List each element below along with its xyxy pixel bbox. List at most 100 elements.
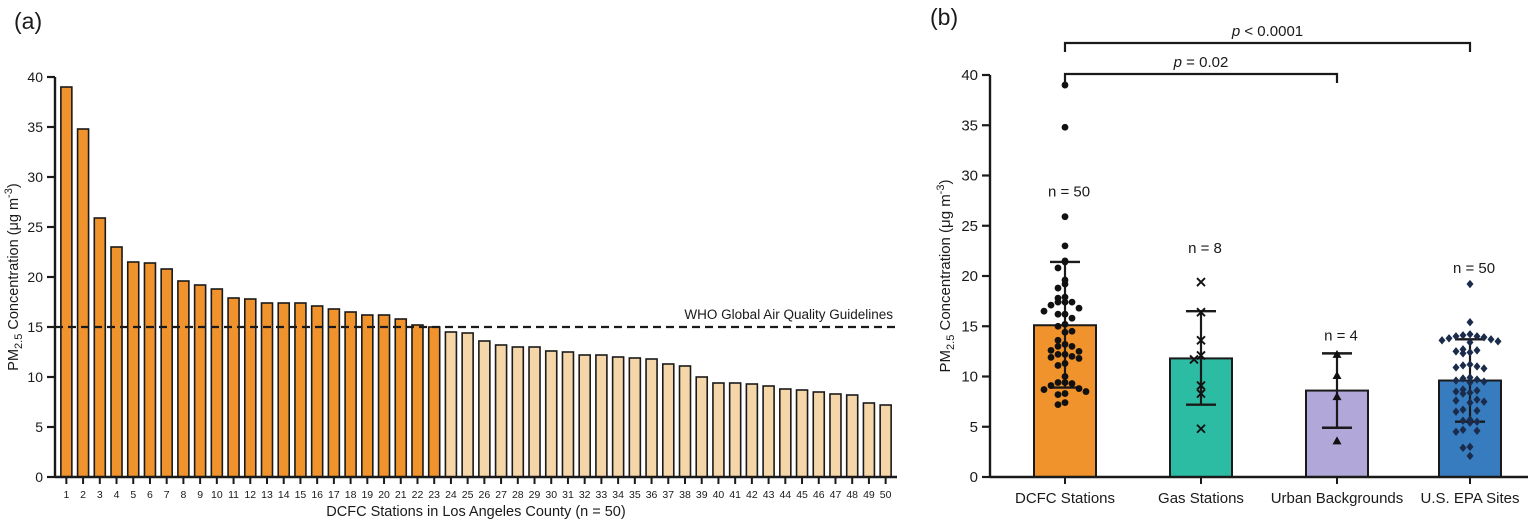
scatter-point-diamond bbox=[1480, 377, 1488, 386]
scatter-point-circle bbox=[1047, 301, 1055, 309]
scatter-point-circle bbox=[1054, 310, 1062, 318]
x-tick-label: 48 bbox=[846, 489, 858, 501]
y-tick-label: 10 bbox=[961, 369, 978, 386]
y-tick-label: 20 bbox=[27, 269, 43, 285]
scatter-point-circle bbox=[1061, 373, 1069, 380]
scatter-point-diamond bbox=[1466, 279, 1474, 289]
bar bbox=[829, 393, 842, 478]
significance-bracket bbox=[1063, 72, 1339, 83]
scatter-point-circle bbox=[1068, 353, 1076, 360]
y-tick-label: 20 bbox=[961, 268, 978, 285]
scatter-point-circle bbox=[1061, 310, 1069, 318]
scatter-point-diamond bbox=[1466, 360, 1474, 369]
bar bbox=[294, 302, 307, 478]
scatter-point-diamond bbox=[1466, 330, 1474, 339]
scatter-point-circle bbox=[1061, 390, 1069, 397]
scatter-point-x bbox=[1196, 335, 1206, 345]
scatter-point-x bbox=[1196, 380, 1206, 391]
scatter-point-circle bbox=[1054, 264, 1062, 272]
y-axis-label: PM2.5 Concentration (μg m-3) bbox=[935, 180, 957, 373]
x-tick-label: 18 bbox=[345, 489, 357, 501]
scatter-point-triangle bbox=[1332, 392, 1342, 401]
scatter-point-diamond bbox=[1452, 427, 1460, 436]
scatter-point-circle bbox=[1054, 350, 1062, 358]
scatter-point-circle bbox=[1061, 81, 1069, 89]
scatter-point-diamond bbox=[1466, 415, 1474, 424]
bar bbox=[377, 314, 391, 478]
bar bbox=[578, 354, 591, 478]
y-tick-label: 40 bbox=[27, 69, 43, 85]
scatter-point-circle bbox=[1054, 284, 1062, 292]
bar bbox=[227, 297, 240, 478]
scatter-point-diamond bbox=[1459, 443, 1467, 453]
bar bbox=[661, 363, 675, 478]
y-tick-label: 40 bbox=[961, 67, 978, 84]
bar bbox=[628, 357, 642, 478]
bar bbox=[511, 346, 525, 478]
significance-bracket bbox=[1063, 41, 1472, 52]
x-tick-label: 16 bbox=[311, 489, 323, 501]
scatter-point-circle bbox=[1054, 401, 1062, 409]
bar bbox=[427, 326, 441, 478]
scatter-point-diamond bbox=[1466, 398, 1474, 407]
scatter-point-circle bbox=[1075, 355, 1083, 362]
bar bbox=[812, 391, 826, 478]
scatter-point-x bbox=[1196, 307, 1206, 317]
x-tick-label: 47 bbox=[830, 489, 842, 501]
scatter-point-diamond bbox=[1452, 363, 1460, 372]
x-tick-label: 11 bbox=[228, 489, 239, 501]
scatter-point-circle bbox=[1047, 382, 1055, 389]
scatter-point-diamond bbox=[1466, 378, 1474, 387]
x-tick-label: 39 bbox=[696, 489, 708, 501]
bar bbox=[494, 344, 508, 478]
scatter-point-diamond bbox=[1459, 331, 1467, 340]
x-tick-label: 17 bbox=[328, 489, 340, 501]
scatter-point-circle bbox=[1040, 307, 1048, 315]
bar bbox=[411, 324, 424, 478]
bar bbox=[862, 402, 876, 478]
scatter-point-triangle bbox=[1332, 436, 1342, 445]
scatter-point-circle bbox=[1061, 379, 1069, 386]
x-tick-label: 35 bbox=[629, 489, 641, 501]
x-tick-label: 28 bbox=[512, 489, 524, 501]
scatter-point-circle bbox=[1061, 257, 1069, 265]
x-tick-label: 6 bbox=[147, 489, 153, 501]
scatter-point-diamond bbox=[1459, 361, 1467, 370]
y-tick-label: 30 bbox=[961, 168, 978, 185]
scatter-point-diamond bbox=[1466, 373, 1474, 382]
scatter-point-diamond bbox=[1452, 347, 1460, 356]
bar bbox=[478, 340, 491, 478]
bar bbox=[327, 308, 341, 478]
scatter-point-circle bbox=[1068, 298, 1076, 306]
bar bbox=[193, 284, 207, 478]
scatter-point-diamond bbox=[1487, 335, 1495, 344]
panel-a: (a) WHO Global Air Quality Guidelines 0 5 1… bbox=[3, 8, 897, 520]
y-tick-label: 35 bbox=[27, 119, 43, 135]
scatter-point-circle bbox=[1068, 342, 1076, 350]
bar bbox=[76, 128, 90, 478]
bar bbox=[344, 311, 357, 478]
x-tick-label: 22 bbox=[412, 489, 424, 501]
scatter-point-circle bbox=[1047, 354, 1055, 361]
scatter-point-x bbox=[1196, 277, 1206, 287]
x-tick-label: 33 bbox=[596, 489, 608, 501]
bar bbox=[795, 389, 809, 478]
n-count-label: n = 50 bbox=[1048, 184, 1090, 201]
bar bbox=[845, 394, 859, 478]
scatter-point-diamond bbox=[1459, 374, 1467, 383]
y-tick-label: 0 bbox=[970, 469, 978, 486]
scatter-point-diamond bbox=[1466, 388, 1474, 397]
scatter-point-circle bbox=[1061, 320, 1069, 328]
x-tick-label: 30 bbox=[545, 489, 557, 501]
y-tick-label: 25 bbox=[27, 219, 43, 235]
panel-a-chart: WHO Global Air Quality Guidelines0510152… bbox=[3, 69, 897, 520]
x-tick-label: 2 bbox=[80, 489, 86, 501]
x-tick-label: 10 bbox=[211, 489, 223, 501]
x-tick-label: 31 bbox=[562, 489, 574, 501]
scatter-point-circle bbox=[1054, 379, 1062, 386]
n-count-label: n = 50 bbox=[1453, 260, 1495, 277]
scatter-point-diamond bbox=[1459, 425, 1467, 434]
x-tick-label: 44 bbox=[779, 489, 791, 501]
scatter-point-diamond bbox=[1466, 318, 1474, 327]
